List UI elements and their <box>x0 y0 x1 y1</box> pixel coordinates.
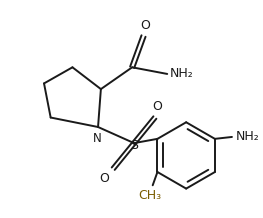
Text: NH₂: NH₂ <box>236 130 260 143</box>
Text: O: O <box>99 172 109 186</box>
Text: O: O <box>140 19 150 32</box>
Text: O: O <box>152 100 162 113</box>
Text: N: N <box>93 132 102 145</box>
Text: NH₂: NH₂ <box>170 67 194 80</box>
Text: S: S <box>130 138 138 152</box>
Text: CH₃: CH₃ <box>138 189 161 202</box>
